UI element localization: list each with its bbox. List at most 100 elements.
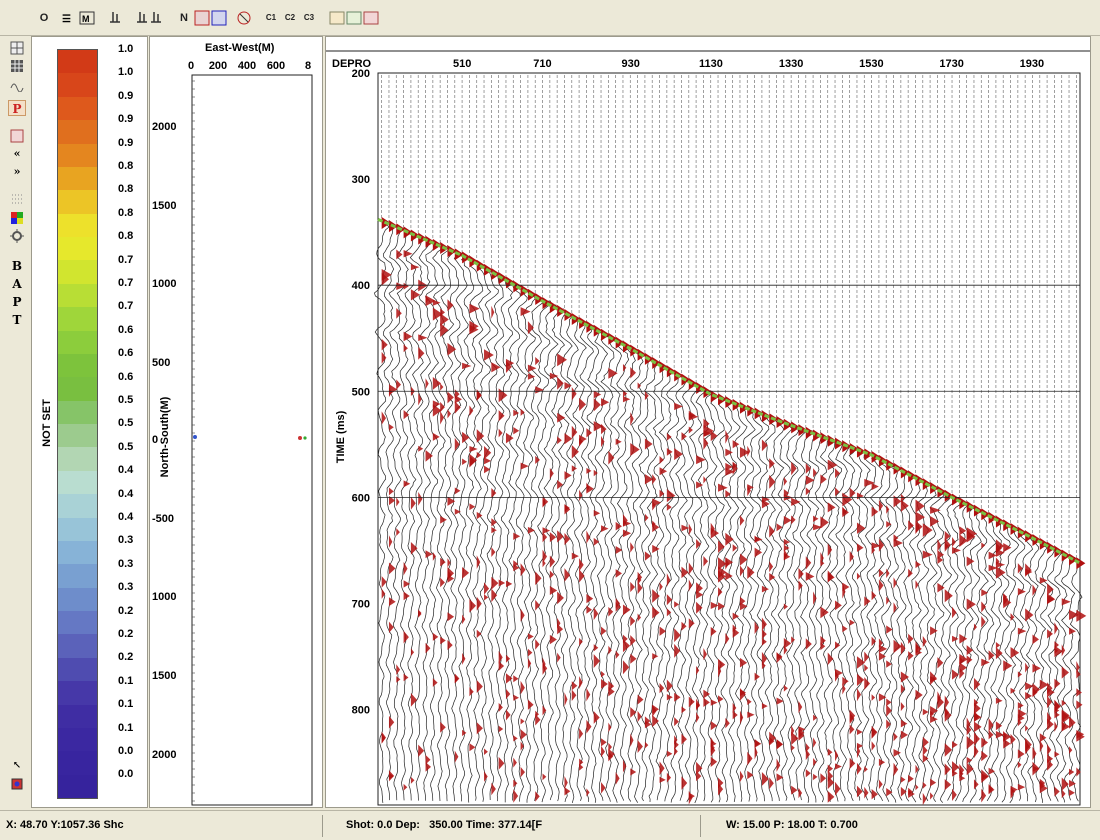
wiggle-fill	[1017, 627, 1027, 635]
wiggle-fill	[1039, 577, 1048, 584]
record-icon[interactable]	[8, 776, 26, 792]
wiggle-trace	[396, 230, 409, 801]
wiggle-fill	[527, 373, 536, 380]
wiggle-trace	[733, 405, 748, 802]
wiggle-fill	[886, 520, 892, 528]
wiggle-fill	[630, 581, 635, 593]
rewind-icon[interactable]: «	[13, 147, 21, 160]
wiggle-fill	[966, 556, 975, 567]
filter-tools-icon[interactable]	[328, 8, 380, 28]
wiggle-trace	[814, 435, 827, 803]
spectrum-icon[interactable]	[8, 128, 26, 144]
wiggle-fill	[513, 694, 519, 701]
wiggle-fill	[930, 792, 934, 800]
wiggle-trace	[929, 489, 945, 803]
wiggle-fill	[915, 499, 925, 513]
b-tool-button[interactable]: B	[11, 259, 23, 273]
wiggle-fill	[842, 683, 846, 695]
map-y-tick: 1000	[152, 278, 176, 290]
wiggle-fill	[878, 638, 883, 648]
receiver-marker[interactable]	[303, 436, 307, 440]
wiggle-fill	[491, 362, 501, 373]
colorbar-swatch	[58, 681, 97, 705]
wiggle-fill	[703, 697, 710, 707]
wiggle-fill	[579, 637, 583, 646]
wiggle-fill	[666, 679, 673, 693]
wiggle-fill	[761, 496, 770, 503]
p-tool-button[interactable]: P	[8, 100, 26, 116]
wiggle-trace	[689, 385, 703, 804]
wiggle-fill	[666, 594, 673, 606]
wiggle-fill	[1010, 733, 1016, 745]
wiggle-fill	[820, 516, 829, 529]
measure-tools-icon[interactable]: ☰ M	[60, 8, 100, 28]
wiggle-fill	[542, 549, 547, 564]
colorbar-label: 0.7	[118, 253, 134, 266]
wiggle-fill	[893, 495, 902, 508]
toolbar-o-button[interactable]: O	[39, 12, 49, 24]
wiggle-trace	[460, 259, 476, 803]
wiggle-fill	[520, 307, 531, 316]
rotate-icon[interactable]	[236, 8, 252, 28]
colorbar-swatch	[58, 143, 97, 167]
wiggle-fill	[535, 571, 542, 586]
dotted-grid-icon[interactable]	[8, 192, 26, 208]
source-marker[interactable]	[193, 435, 197, 439]
wiggle-fill	[878, 538, 884, 552]
wiggle-fill	[1047, 629, 1053, 639]
trace-plot-icon[interactable]	[108, 8, 122, 28]
wiggle-fill	[630, 768, 637, 776]
a-tool-button[interactable]: A	[12, 277, 22, 291]
first-arrival-fill	[571, 312, 581, 325]
wiggle-icon[interactable]	[8, 76, 26, 93]
wiggle-fill	[674, 643, 681, 658]
wiggle-fill	[930, 676, 938, 683]
shot-readout: Shot: 0.0 Dep: 350.00 Time: 377.14[F	[346, 819, 543, 831]
wiggle-fill	[484, 771, 488, 782]
t-tool-button[interactable]: T	[12, 313, 22, 327]
wiggle-fill	[878, 779, 883, 790]
colorbar-swatch	[58, 727, 97, 752]
wiggle-fill	[835, 468, 841, 479]
map-y-tick: 2000	[152, 749, 176, 761]
forward-icon[interactable]: »	[13, 165, 21, 178]
trace-overlay-icon[interactable]	[135, 8, 165, 28]
first-arrival-fill	[652, 357, 662, 370]
wiggle-fill	[886, 568, 890, 579]
wiggle-fill	[557, 623, 564, 635]
wiggle-fill	[579, 569, 585, 583]
wiggle-fill	[1047, 758, 1053, 771]
wiggle-fill	[761, 772, 769, 786]
wiggle-fill	[637, 694, 644, 705]
first-break-pick-line[interactable]	[377, 218, 1081, 565]
wiggle-fill	[739, 770, 744, 783]
wiggle-fill	[761, 637, 767, 646]
north-arrow-icon[interactable]	[194, 8, 228, 28]
wiggle-fill	[842, 582, 850, 592]
grid-icon[interactable]	[8, 58, 26, 74]
wiggle-trace	[749, 411, 763, 802]
toolbar-n-button[interactable]: N	[180, 12, 188, 24]
settings-icon[interactable]	[8, 228, 26, 244]
toolbar-c2-button[interactable]: C2	[284, 13, 296, 22]
seismic-plot[interactable]: DEPRO 510 710 930 1130 1330 1530 1730 1930 200 300…	[326, 37, 1091, 808]
wiggle-trace	[508, 284, 521, 801]
wiggle-fill	[995, 647, 1003, 660]
colorbar-label: 0.9	[118, 89, 134, 102]
wiggle-fill	[886, 788, 893, 797]
toolbar-c3-button[interactable]: C3	[303, 13, 315, 22]
p-letter-button[interactable]: P	[12, 295, 22, 309]
wiggle-fill	[864, 677, 870, 690]
receiver-marker[interactable]	[298, 436, 302, 440]
wiggle-fill	[622, 759, 627, 773]
wiggle-trace	[551, 308, 565, 802]
wiggle-fill	[601, 745, 605, 758]
pointer-icon[interactable]: ↖	[12, 760, 22, 771]
toolbar-c1-button[interactable]: C1	[265, 13, 277, 22]
wiggle-trace	[681, 381, 695, 803]
wiggle-fill	[878, 644, 888, 653]
wiggle-fill	[535, 386, 544, 394]
wiggle-fill	[571, 465, 577, 472]
layout-icon[interactable]	[8, 40, 26, 56]
color-palette-icon[interactable]	[8, 210, 26, 226]
